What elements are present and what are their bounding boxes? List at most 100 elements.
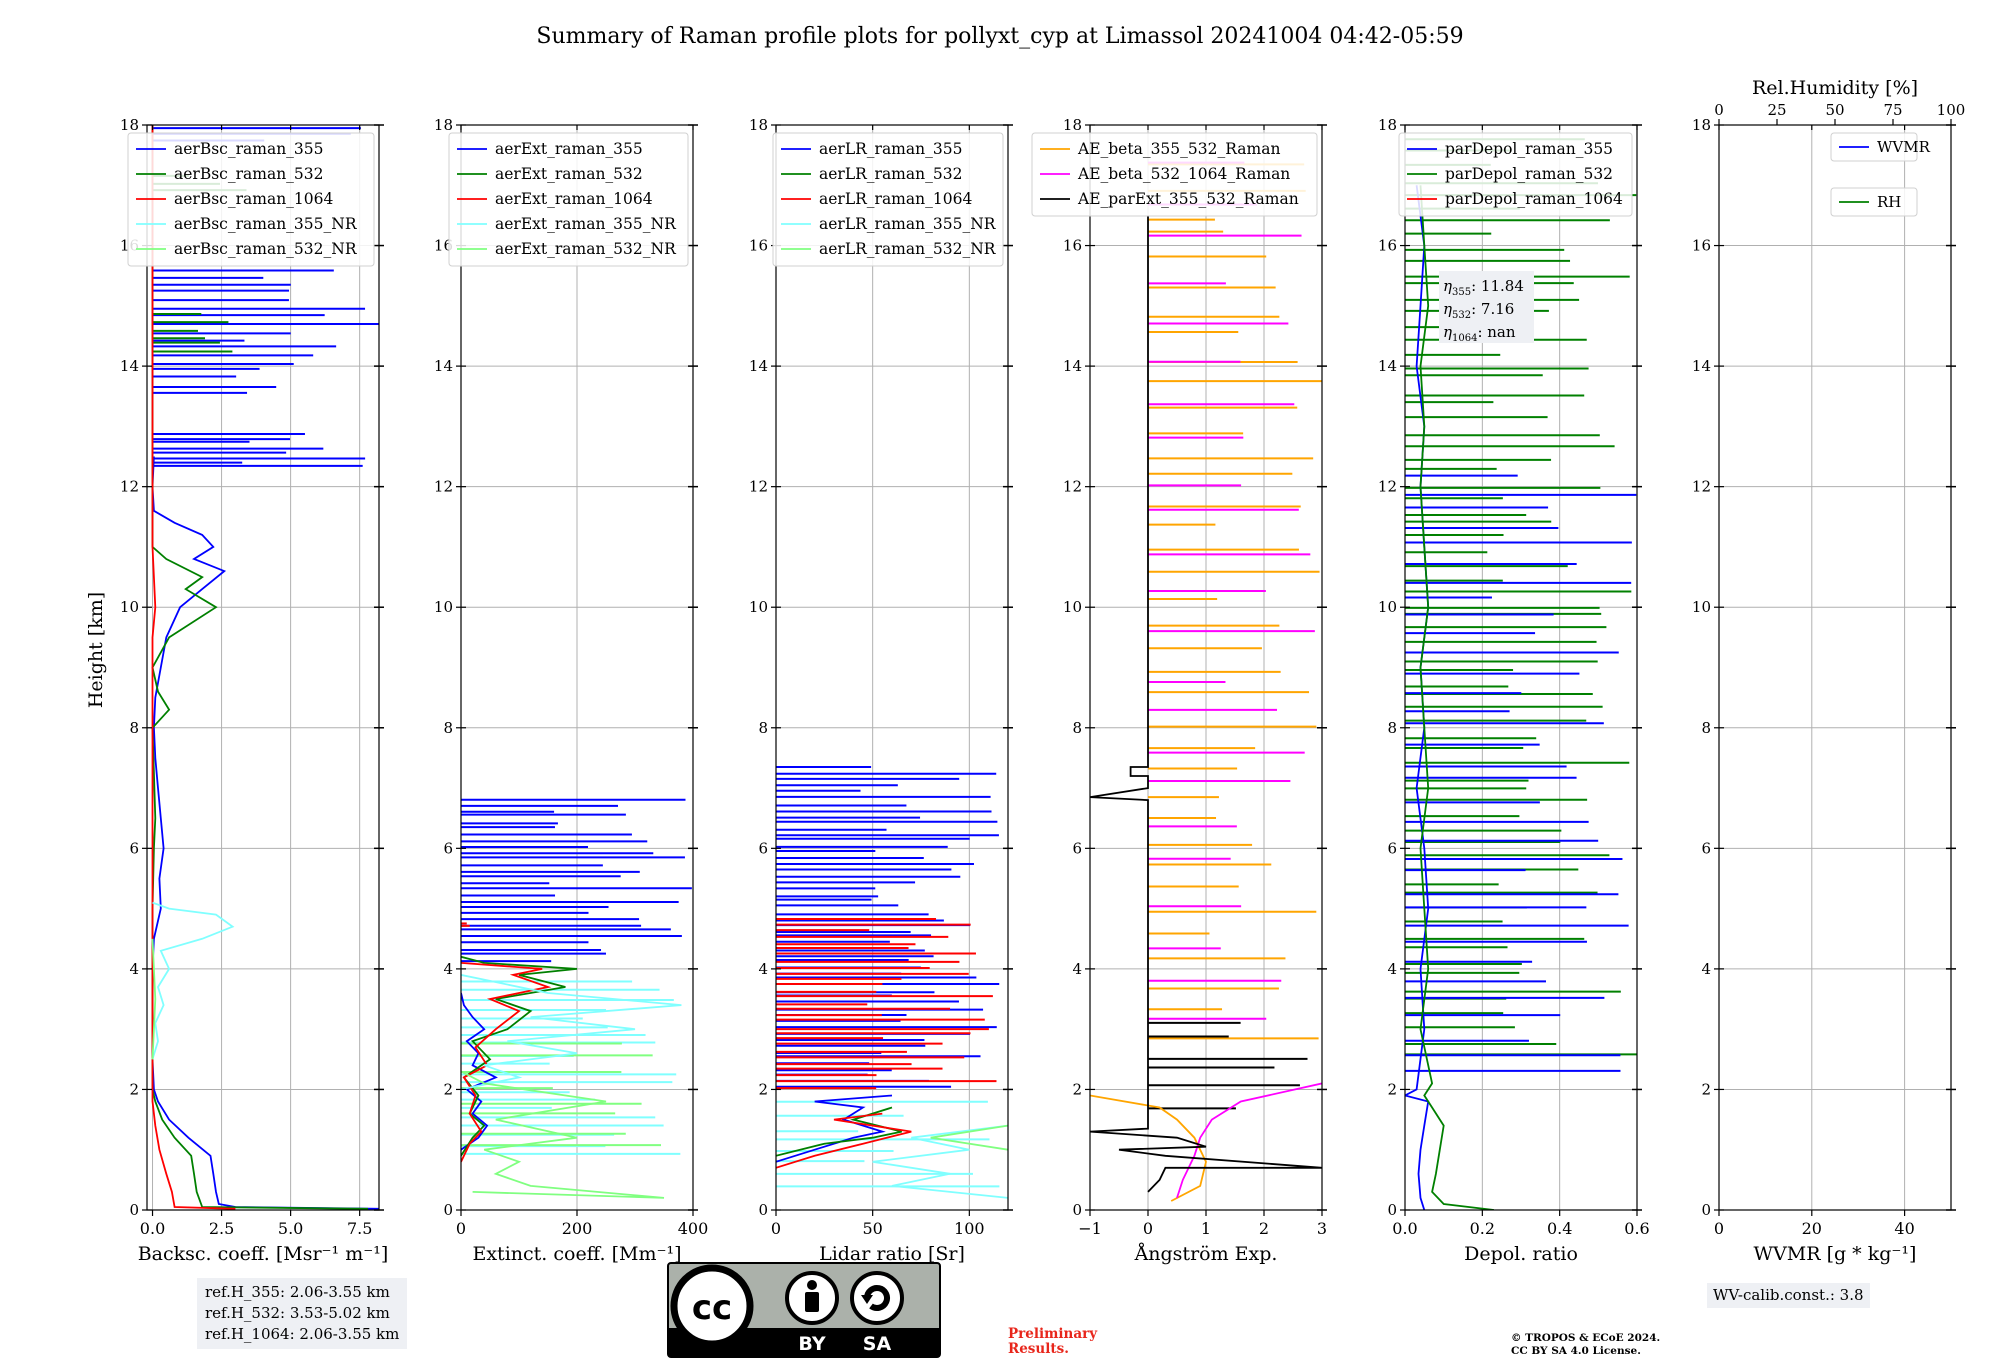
y-tick-label: 2 — [129, 1080, 139, 1098]
y-tick-label: 4 — [1072, 960, 1082, 978]
x-tick-label: 0.0 — [1392, 1219, 1417, 1238]
share-alike-icon — [850, 1271, 904, 1325]
x-tick-label: 0 — [456, 1219, 466, 1238]
x-tick-label: 2.5 — [209, 1219, 234, 1238]
y-tick-label: 6 — [443, 839, 453, 857]
series-aerExt_raman_355_NR — [461, 974, 682, 1091]
series-AE_beta_355_532_Raman — [1090, 1094, 1207, 1202]
legend-label: aerBsc_raman_355 — [174, 140, 324, 158]
series-aerLR_raman_532_NR — [930, 1124, 1008, 1151]
y-tick-label: 10 — [1063, 598, 1082, 616]
x-tick-label: 7.5 — [347, 1219, 372, 1238]
y-tick-label: 8 — [1072, 719, 1082, 737]
data-layer — [461, 798, 692, 1199]
y-tick-label: 4 — [1387, 960, 1397, 978]
x-tick-label: 0 — [1143, 1219, 1153, 1238]
legend-label: RH — [1877, 193, 1901, 211]
top-x-tick-label: 100 — [1937, 101, 1966, 119]
legend-box — [448, 132, 689, 267]
eta-label: η1064: nan — [1443, 323, 1516, 344]
data-layer — [151, 125, 379, 1210]
x-tick-label: 0.0 — [140, 1219, 165, 1238]
series-aerBsc_raman_532 — [151, 125, 369, 1210]
panel-ext: 0 2 4 6 8 10 12 14 16 18 0 200 400 Extinct. coeff. [M… — [434, 116, 708, 1265]
x-axis-label: WVMR [g * kg⁻¹] — [1754, 1243, 1917, 1265]
y-tick-label: 12 — [120, 478, 139, 496]
top-x-tick-label: 25 — [1767, 101, 1786, 119]
y-tick-label: 14 — [120, 357, 139, 375]
y-tick-label: 2 — [1387, 1080, 1397, 1098]
legend-label: aerExt_raman_355_NR — [495, 215, 677, 233]
y-tick-label: 4 — [758, 960, 768, 978]
series-AE_parExt_355_532_Raman — [1090, 215, 1322, 1193]
series-aerExt_raman_1064 — [461, 962, 552, 1163]
reference-height-box: ref.H_355: 2.06-3.55 km ref.H_532: 3.53-… — [197, 1278, 408, 1349]
legend-box — [1031, 132, 1318, 217]
y-tick-label: 0 — [758, 1201, 768, 1219]
eta-label: η532: 7.16 — [1443, 300, 1514, 321]
top-x-tick-label: 0 — [1714, 101, 1724, 119]
y-tick-label: 4 — [129, 960, 139, 978]
series-aerLR_raman_532 — [776, 1106, 902, 1157]
series-aerBsc_raman_532_NR — [151, 938, 157, 1060]
y-tick-label: 18 — [1378, 116, 1397, 134]
legend-label: aerLR_raman_355 — [819, 140, 962, 158]
y-tick-label: 8 — [443, 719, 453, 737]
preliminary-note: Preliminary Results. — [1008, 1327, 1097, 1357]
legend-box — [1830, 187, 1918, 217]
x-tick-label: 0.6 — [1624, 1219, 1649, 1238]
series-aerExt_raman_532_NR — [461, 1070, 665, 1199]
wv-calibration-constant: WV-calib.const.: 3.8 — [1713, 1286, 1864, 1304]
legend-label: aerLR_raman_1064 — [819, 190, 972, 208]
x-tick-label: 0.4 — [1547, 1219, 1572, 1238]
ref-height-532: ref.H_532: 3.53-5.02 km — [205, 1304, 390, 1322]
y-tick-label: 12 — [1692, 478, 1711, 496]
series-aerLR_raman_355 — [776, 1094, 893, 1163]
copyright-line-1: © TROPOS & ECoE 2024. — [1511, 1332, 1661, 1344]
y-tick-label: 2 — [758, 1080, 768, 1098]
legend-label: parDepol_raman_1064 — [1445, 190, 1623, 208]
attribution-icon — [785, 1271, 839, 1325]
legend-label: parDepol_raman_532 — [1445, 165, 1613, 183]
y-tick-label: 2 — [1701, 1080, 1711, 1098]
y-tick-label: 2 — [443, 1080, 453, 1098]
cc-by-sa-badge: cc BY SA — [667, 1262, 941, 1358]
top-x-tick-label: 75 — [1883, 101, 1902, 119]
y-tick-label: 12 — [1378, 478, 1397, 496]
y-tick-label: 14 — [1378, 357, 1397, 375]
y-tick-label: 14 — [434, 357, 453, 375]
x-tick-label: 0 — [771, 1219, 781, 1238]
legend-label: aerBsc_raman_355_NR — [174, 215, 358, 233]
y-tick-label: 12 — [749, 478, 768, 496]
top-axis-label: Rel.Humidity [%] — [1752, 77, 1918, 99]
y-tick-label: 18 — [434, 116, 453, 134]
legend-label: aerExt_raman_355 — [495, 140, 643, 158]
data-layer — [1405, 138, 1637, 1210]
y-tick-label: 8 — [758, 719, 768, 737]
y-tick-label: 16 — [434, 237, 453, 255]
figure-title: Summary of Raman profile plots for polly… — [536, 24, 1463, 49]
panel-lr: 0 2 4 6 8 10 12 14 16 18 0 50 100 Lidar ratio [Sr] aer… — [749, 116, 1013, 1265]
y-tick-label: 10 — [749, 598, 768, 616]
y-tick-label: 14 — [749, 357, 768, 375]
y-tick-label: 14 — [1692, 357, 1711, 375]
legend-label: aerBsc_raman_532 — [174, 165, 324, 183]
y-tick-label: 6 — [758, 839, 768, 857]
copyright-line-2: CC BY SA 4.0 License. — [1511, 1345, 1641, 1357]
legend-label: aerLR_raman_355_NR — [819, 215, 997, 233]
series-aerBsc_raman_355_NR — [151, 901, 235, 1060]
legend-label: AE_beta_532_1064_Raman — [1077, 165, 1290, 183]
x-tick-label: 0.2 — [1470, 1219, 1495, 1238]
y-tick-label: 0 — [129, 1201, 139, 1219]
x-axis-label: Ångström Exp. — [1134, 1243, 1278, 1265]
x-tick-label: 5.0 — [278, 1219, 303, 1238]
y-tick-label: 8 — [129, 719, 139, 737]
series-parDepol_raman_355 — [1405, 185, 1430, 1210]
y-tick-label: 6 — [1701, 839, 1711, 857]
legend-label: aerBsc_raman_532_NR — [174, 240, 358, 258]
y-tick-label: 10 — [1378, 598, 1397, 616]
y-tick-label: 2 — [1072, 1080, 1082, 1098]
x-tick-label: 40 — [1894, 1219, 1914, 1238]
series-parDepol_raman_532 — [1419, 185, 1495, 1210]
